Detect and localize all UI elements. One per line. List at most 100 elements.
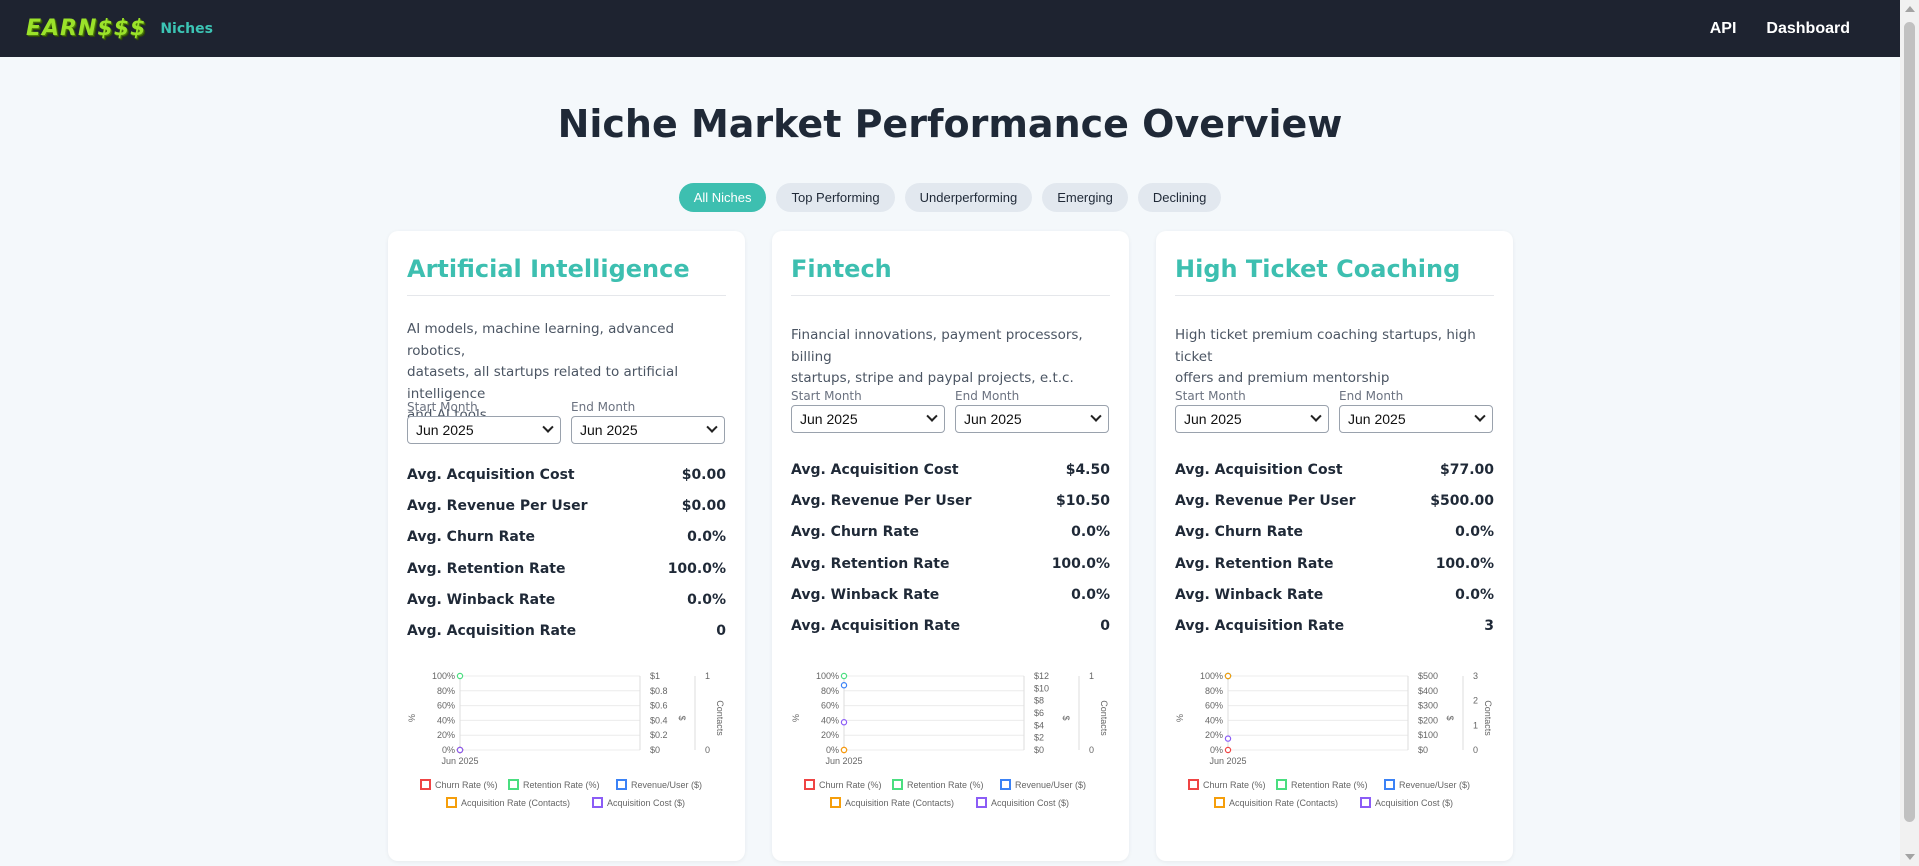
start-month-select[interactable]: Jun 2025 — [791, 405, 945, 433]
metrics-list: Avg. Acquisition Cost $4.50 Avg. Revenue … — [791, 454, 1110, 642]
filter-declining[interactable]: Declining — [1137, 183, 1222, 212]
metric-value: 0.0% — [1071, 586, 1110, 603]
metrics-list: Avg. Acquisition Cost $0.00 Avg. Revenue … — [407, 459, 726, 647]
niche-card-high-ticket-coaching: High Ticket Coaching High ticket premium… — [1156, 231, 1513, 861]
card-divider — [407, 295, 726, 296]
chart-svg: 100% 80% 60% 40% 20% 0% $1 $0.8 $0.6 $0.4 $0.2 $0 1 0… — [407, 671, 725, 808]
metric-label: Avg. Retention Rate — [791, 555, 950, 572]
filter-all-niches[interactable]: All Niches — [678, 183, 767, 212]
chart-svg: 100% 80% 60% 40% 20% 0% $12 $10 $8 $6 $4 $2 $0 1 0% $ Co… — [791, 671, 1109, 808]
filter-top-performing[interactable]: Top Performing — [776, 183, 895, 212]
right-tick-label: $0.6 — [650, 701, 668, 711]
end-month-label: End Month — [955, 389, 1020, 403]
start-month-label: Start Month — [791, 389, 862, 403]
right-axis-title: $ — [1445, 715, 1455, 720]
metrics-list: Avg. Acquisition Cost $77.00 Avg. Revenue… — [1175, 454, 1494, 642]
metric-value: 0.0% — [687, 529, 726, 546]
legend-label: Revenue/User ($) — [1015, 780, 1086, 790]
chart-svg: 100%80%60%40%20%0%$500$400$300$200$100$0… — [1175, 671, 1493, 808]
data-point — [456, 672, 464, 680]
far-right-tick-label: 1 — [1473, 720, 1478, 730]
legend-swatch — [1276, 779, 1287, 790]
legend-swatch — [1360, 797, 1371, 808]
top-navbar: EARN$$$ Niches API Dashboard — [0, 0, 1900, 57]
left-tick-label: 20% — [437, 730, 455, 740]
right-axis-title: $ — [677, 715, 687, 720]
metric-label: Avg. Acquisition Cost — [1175, 461, 1343, 478]
left-tick-label: 100% — [1200, 671, 1223, 681]
right-axis-title: $ — [1061, 715, 1071, 720]
right-tick-label: $0.2 — [650, 730, 668, 740]
metric-value: 0.0% — [1455, 524, 1494, 541]
performance-chart: 100% 80% 60% 40% 20% 0% $500 $400 $300 $200 $100 $0… — [1175, 668, 1494, 848]
start-month-group: Start Month Jun 2025 — [791, 389, 945, 433]
metric-acquisition-rate: Avg. Acquisition Rate 0 — [407, 615, 726, 646]
brand-logo[interactable]: EARN$$$ — [26, 16, 147, 41]
chevron-down-icon — [1310, 410, 1322, 422]
metric-label: Avg. Acquisition Cost — [407, 466, 575, 483]
metric-value: 0 — [716, 623, 726, 640]
legend-swatch — [446, 797, 457, 808]
metric-value: 100.0% — [667, 560, 726, 577]
metric-value: 100.0% — [1435, 555, 1494, 572]
filter-emerging[interactable]: Emerging — [1042, 183, 1128, 212]
chevron-down-icon — [926, 410, 938, 422]
x-tick-label: Jun 2025 — [1209, 756, 1246, 766]
right-tick-label: $12 — [1034, 671, 1049, 681]
end-month-select[interactable]: Jun 2025 — [1339, 405, 1493, 433]
end-month-value: Jun 2025 — [964, 411, 1022, 427]
left-tick-label: 80% — [1205, 686, 1223, 696]
start-month-select[interactable]: Jun 2025 — [407, 416, 561, 444]
legend-swatch — [508, 779, 519, 790]
right-tick-label: $500 — [1418, 671, 1438, 681]
page-scrollbar[interactable] — [1900, 0, 1919, 866]
legend-label: Churn Rate (%) — [1203, 780, 1266, 790]
right-tick-label: $400 — [1418, 686, 1438, 696]
metric-label: Avg. Acquisition Rate — [1175, 618, 1345, 635]
left-tick-label: 60% — [821, 701, 839, 711]
left-tick-label: 20% — [1205, 730, 1223, 740]
card-description-line: startups, stripe and paypal projects, e.… — [791, 370, 1074, 386]
legend-label: Retention Rate (%) — [1291, 780, 1368, 790]
scroll-down-icon[interactable] — [1905, 854, 1915, 860]
end-month-select[interactable]: Jun 2025 — [571, 416, 725, 444]
nav-dashboard-link[interactable]: Dashboard — [1766, 19, 1850, 37]
metric-value: $77.00 — [1439, 461, 1494, 478]
metric-label: Avg. Churn Rate — [407, 529, 536, 546]
left-tick-label: 20% — [821, 730, 839, 740]
right-tick-label: $4 — [1034, 720, 1044, 730]
metric-revenue-per-user: Avg. Revenue Per User $0.00 — [407, 490, 726, 521]
right-tick-label: $300 — [1418, 701, 1438, 711]
legend-swatch — [1000, 779, 1011, 790]
legend-label: Revenue/User ($) — [631, 780, 702, 790]
start-month-label: Start Month — [407, 400, 478, 414]
right-tick-label: $10 — [1034, 683, 1049, 693]
filter-underperforming[interactable]: Underperforming — [904, 183, 1033, 212]
metric-winback-rate: Avg. Winback Rate 0.0% — [791, 579, 1110, 610]
card-description-line: AI models, machine learning, advanced ro… — [407, 321, 675, 359]
end-month-group: End Month Jun 2025 — [955, 389, 1109, 433]
scroll-thumb[interactable] — [1904, 22, 1915, 822]
end-month-label: End Month — [1339, 389, 1404, 403]
card-description-line: datasets, all startups related to artifi… — [407, 364, 679, 402]
end-month-label: End Month — [571, 400, 636, 414]
niche-card-ai: Artificial Intelligence AI models, machi… — [388, 231, 745, 861]
data-point — [840, 672, 848, 680]
nav-api-link[interactable]: API — [1709, 19, 1737, 37]
metric-value: 3 — [1484, 618, 1494, 635]
far-right-tick-label: 3 — [1473, 671, 1478, 681]
end-month-group: End Month Jun 2025 — [571, 400, 725, 444]
data-point — [1224, 735, 1232, 742]
far-right-axis-title: Contacts — [1483, 700, 1493, 736]
nav-niches-link[interactable]: Niches — [160, 20, 213, 37]
scroll-up-icon[interactable] — [1905, 6, 1915, 12]
metric-acquisition-rate: Avg. Acquisition Rate 0 — [791, 610, 1110, 641]
metric-value: $500.00 — [1430, 492, 1494, 509]
metric-retention-rate: Avg. Retention Rate 100.0% — [407, 553, 726, 584]
left-axis-title: % — [407, 714, 417, 722]
end-month-select[interactable]: Jun 2025 — [955, 405, 1109, 433]
card-description-line: Financial innovations, payment processor… — [791, 327, 1083, 365]
left-tick-label: 40% — [437, 715, 455, 725]
end-month-value: Jun 2025 — [580, 422, 638, 438]
start-month-select[interactable]: Jun 2025 — [1175, 405, 1329, 433]
